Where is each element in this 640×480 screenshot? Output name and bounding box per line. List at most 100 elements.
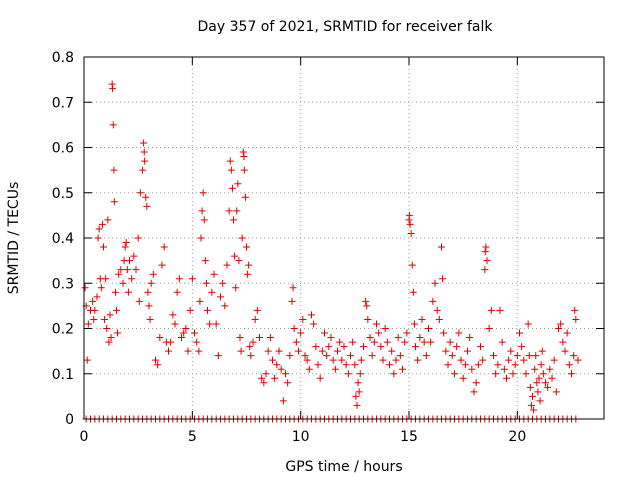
- data-point: [135, 297, 143, 305]
- data-point: [251, 315, 259, 323]
- chart-title: Day 357 of 2021, SRMTID for receiver fal…: [198, 19, 494, 35]
- data-point: [360, 343, 367, 351]
- x-tick-label: 0: [80, 429, 89, 445]
- data-point: [327, 334, 335, 342]
- data-point: [230, 216, 237, 224]
- data-point: [221, 302, 229, 310]
- data-point: [323, 352, 331, 360]
- data-point: [91, 306, 99, 314]
- data-point: [231, 252, 239, 260]
- data-point: [525, 352, 533, 360]
- data-point: [394, 334, 402, 342]
- data-point: [249, 338, 257, 346]
- data-point: [527, 401, 535, 409]
- data-point: [202, 279, 210, 287]
- data-point: [193, 338, 201, 346]
- data-point: [169, 311, 177, 319]
- x-tick-label: 20: [508, 429, 526, 445]
- data-point: [240, 166, 248, 174]
- y-tick-label: 0.5: [52, 186, 74, 202]
- data-point: [266, 334, 274, 342]
- data-point: [199, 189, 207, 197]
- data-point: [240, 153, 248, 161]
- data-point: [544, 383, 552, 391]
- data-point: [524, 320, 532, 328]
- data-point: [225, 207, 233, 215]
- data-point: [237, 347, 245, 355]
- data-point: [373, 320, 380, 328]
- data-point: [289, 284, 297, 292]
- data-point: [533, 379, 541, 387]
- data-point: [379, 356, 387, 364]
- data-point: [241, 193, 249, 201]
- data-point: [422, 352, 430, 360]
- data-point: [262, 370, 270, 378]
- data-point: [219, 279, 227, 287]
- data-point: [152, 356, 159, 364]
- data-point: [236, 334, 244, 342]
- data-point: [431, 279, 439, 287]
- data-point: [144, 288, 152, 296]
- x-tick-label: 5: [188, 429, 197, 445]
- data-point: [505, 356, 513, 364]
- data-point: [244, 270, 252, 278]
- data-point: [572, 315, 580, 323]
- data-point: [258, 374, 266, 382]
- data-point: [561, 347, 569, 355]
- data-point: [149, 270, 157, 278]
- data-point: [353, 401, 361, 409]
- data-point: [141, 157, 149, 165]
- data-point: [226, 157, 234, 165]
- data-point: [406, 220, 414, 228]
- data-point: [425, 325, 432, 332]
- data-point: [342, 361, 350, 369]
- data-point: [531, 365, 539, 373]
- data-point: [498, 338, 506, 346]
- data-point: [357, 356, 365, 364]
- data-point: [507, 347, 515, 355]
- data-point: [114, 329, 122, 337]
- data-point: [286, 352, 294, 360]
- data-point: [485, 325, 493, 332]
- x-tick-label: 10: [292, 429, 310, 445]
- data-point: [140, 139, 148, 147]
- data-point: [364, 315, 372, 323]
- data-point: [492, 370, 500, 378]
- data-point: [539, 370, 547, 378]
- y-tick-label: 0.1: [52, 367, 74, 383]
- data-point: [134, 234, 142, 242]
- data-point: [184, 347, 192, 355]
- data-point: [418, 315, 426, 323]
- data-point: [102, 275, 110, 283]
- data-point: [439, 275, 447, 283]
- data-point: [178, 334, 185, 342]
- data-point: [97, 284, 105, 292]
- data-point: [119, 279, 127, 287]
- y-tick-label: 0.8: [52, 50, 74, 66]
- data-point: [198, 207, 206, 215]
- data-point: [511, 361, 519, 369]
- data-point: [331, 365, 339, 373]
- data-point: [538, 347, 546, 355]
- data-point: [158, 261, 166, 269]
- data-point: [500, 365, 508, 373]
- data-point: [122, 239, 130, 247]
- data-point: [212, 320, 220, 328]
- data-point: [282, 370, 289, 378]
- data-point: [171, 320, 179, 328]
- data-point: [228, 184, 236, 192]
- data-point: [238, 234, 246, 242]
- data-point: [94, 234, 102, 242]
- data-point: [107, 334, 115, 342]
- data-point: [200, 216, 208, 224]
- data-point: [534, 388, 542, 396]
- data-point: [146, 315, 154, 323]
- data-point: [90, 315, 98, 323]
- data-point: [412, 343, 419, 351]
- data-point: [305, 365, 313, 373]
- data-point: [481, 266, 489, 274]
- data-point: [83, 356, 91, 364]
- data-point: [295, 347, 302, 355]
- data-point: [103, 325, 111, 332]
- data-point: [483, 257, 491, 265]
